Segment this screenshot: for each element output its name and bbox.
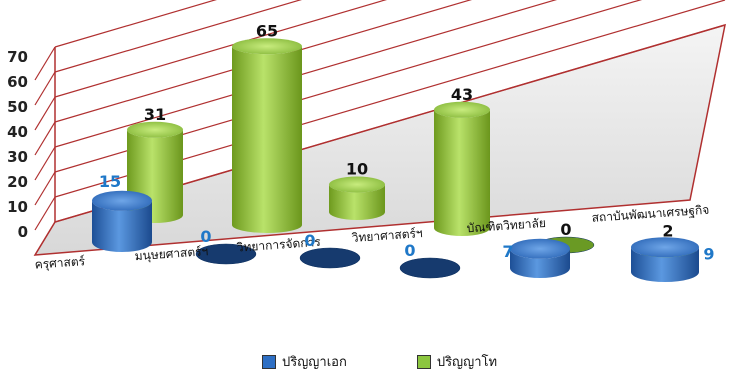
bar-phd-top <box>92 190 152 211</box>
legend-item-phd: ปริญญาเอก <box>262 351 347 372</box>
bar-phd <box>631 237 699 282</box>
bar-phd-body <box>631 247 699 282</box>
data-label-masters: 10 <box>346 160 368 179</box>
bar-phd <box>195 243 257 265</box>
data-label-masters: 65 <box>256 21 278 40</box>
gridline <box>54 0 473 123</box>
gridline <box>54 0 558 148</box>
y-tick-label: 30 <box>7 148 28 166</box>
legend-label-masters: ปริญญาโท <box>436 355 498 370</box>
legend-swatch-phd <box>262 354 276 369</box>
data-label-phd: 7 <box>502 242 513 261</box>
bar-masters-body <box>329 184 385 220</box>
bar-masters-top <box>434 101 490 118</box>
gridline-left <box>34 171 56 206</box>
legend-item-masters: ปริญญาโท <box>416 351 498 372</box>
legend-swatch-masters <box>416 354 431 369</box>
data-label-masters: 31 <box>144 105 166 124</box>
gridline <box>54 0 217 48</box>
bar-phd-cap <box>195 243 257 265</box>
y-tick-label: 20 <box>7 173 28 191</box>
data-label-phd: 0 <box>200 227 211 246</box>
x-tick-label: มนุษยศาสตร์ฯ <box>134 244 209 264</box>
chart-legend: ปริญญาเอก ปริญญาโท <box>262 351 497 372</box>
bar-masters <box>434 101 490 236</box>
data-label-masters: 43 <box>451 85 473 104</box>
bar-phd-top <box>631 237 699 258</box>
y-tick-label: 50 <box>7 98 28 116</box>
x-tick-label: วิทยาการจัดการ <box>236 235 322 255</box>
bar-masters-top <box>232 38 302 55</box>
gridline-left <box>34 221 56 256</box>
gridline-left <box>34 196 56 231</box>
labels-layer: ครุศาสตร์ มนุษยศาสตร์ฯ วิทยาการจัดการ วิทยา… <box>34 21 714 272</box>
gridline-left <box>34 146 56 181</box>
gridline <box>54 0 388 98</box>
bar-phd <box>92 190 152 252</box>
bar-phd-body <box>92 200 152 252</box>
gridline-left <box>34 46 56 81</box>
y-tick-label: 70 <box>7 48 28 66</box>
x-tick-label: บัณฑิตวิทยาลัย <box>466 216 546 235</box>
bar-masters <box>329 176 385 220</box>
bar-phd-cap <box>299 247 361 269</box>
bar-phd <box>510 238 570 278</box>
bar-phd-cap <box>399 257 461 279</box>
y-tick-label: 10 <box>7 198 28 216</box>
x-tick-label: วิทยาศาสตร์ฯ <box>351 226 423 245</box>
y-tick-label: 0 <box>18 223 28 241</box>
bar-phd <box>299 247 361 269</box>
y-tick-label: 60 <box>7 73 28 91</box>
y-tick-label: 40 <box>7 123 28 141</box>
data-label-masters: 0 <box>560 220 571 239</box>
bar-masters-top <box>127 121 183 138</box>
gridline-left <box>34 71 56 106</box>
data-label-masters: 2 <box>662 222 673 241</box>
bar-masters-body <box>434 109 490 236</box>
bar-phd-body <box>510 248 570 278</box>
legend-label-phd: ปริญญาเอก <box>282 355 347 370</box>
data-label-phd: 9 <box>703 244 714 263</box>
bar-phd <box>399 257 461 279</box>
data-label-phd: 0 <box>404 241 415 260</box>
bar-phd-top <box>510 238 570 259</box>
bar-masters-body <box>232 46 302 233</box>
data-label-phd: 0 <box>304 231 315 250</box>
data-label-phd: 15 <box>99 172 121 191</box>
bar-masters-top <box>329 176 385 193</box>
gridline-left <box>34 96 56 131</box>
gridline-left <box>34 121 56 156</box>
bar-masters <box>232 38 302 233</box>
bars-layer <box>92 38 699 282</box>
gridline <box>54 0 303 73</box>
x-tick-label: ครุศาสตร์ <box>34 254 86 273</box>
